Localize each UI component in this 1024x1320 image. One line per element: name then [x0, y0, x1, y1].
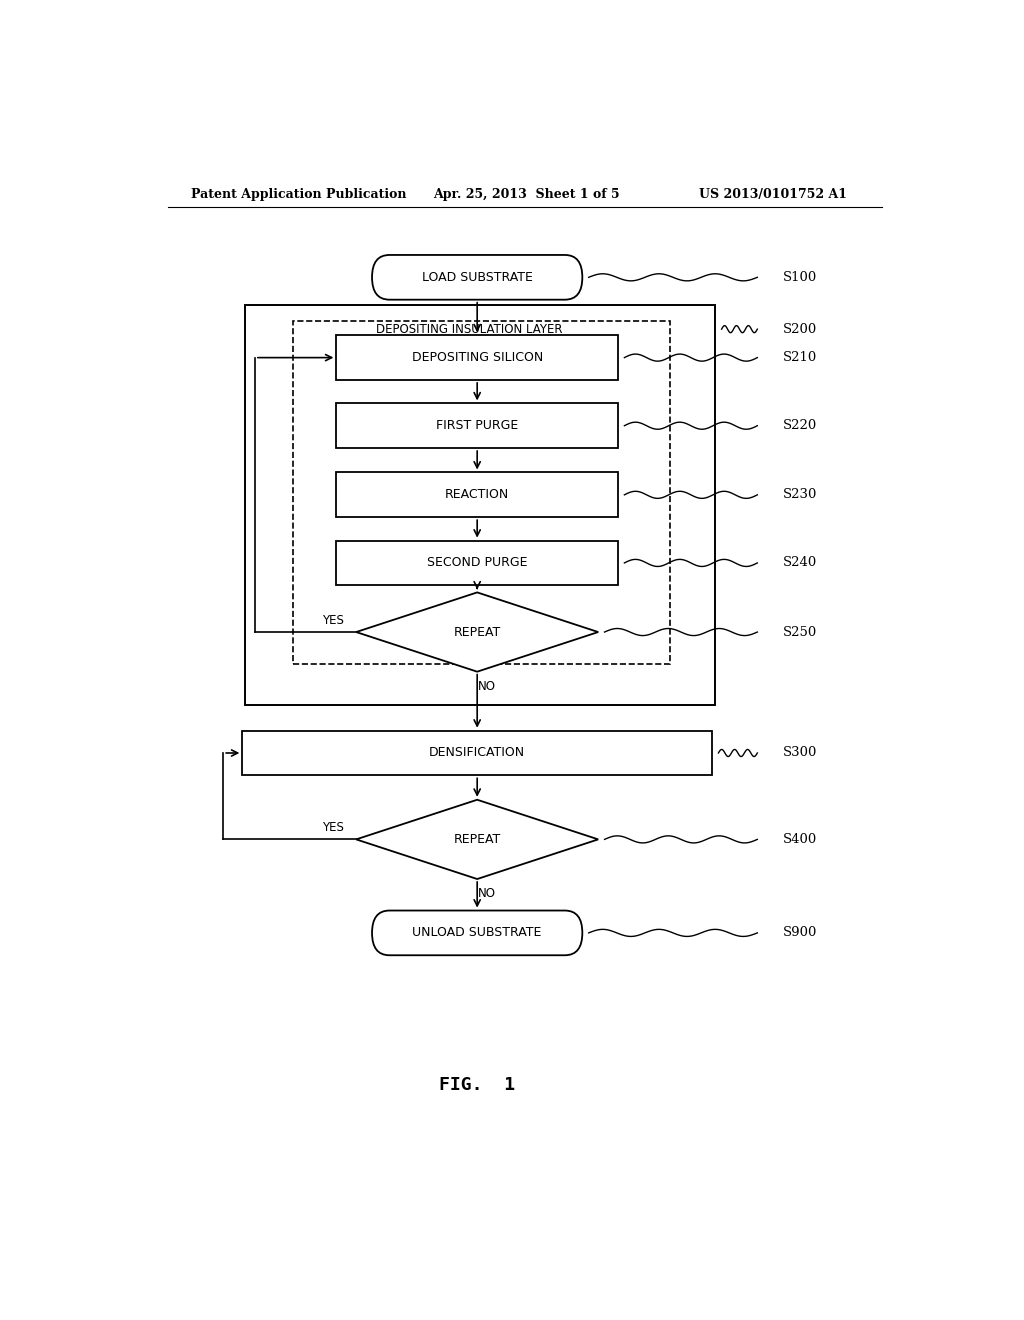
Text: DEPOSITING INSULATION LAYER: DEPOSITING INSULATION LAYER — [376, 322, 562, 335]
Text: S250: S250 — [782, 626, 817, 639]
Text: REPEAT: REPEAT — [454, 626, 501, 639]
Text: S400: S400 — [782, 833, 817, 846]
Text: S220: S220 — [782, 420, 817, 432]
Polygon shape — [356, 593, 598, 672]
Bar — [336, 473, 618, 517]
Text: SECOND PURGE: SECOND PURGE — [427, 557, 527, 569]
Text: FIG.  1: FIG. 1 — [439, 1076, 515, 1094]
FancyBboxPatch shape — [372, 255, 583, 300]
Text: REPEAT: REPEAT — [454, 833, 501, 846]
Polygon shape — [356, 800, 598, 879]
Bar — [246, 305, 715, 705]
Text: S230: S230 — [782, 488, 817, 502]
Text: UNLOAD SUBSTRATE: UNLOAD SUBSTRATE — [413, 927, 542, 940]
Bar — [336, 404, 618, 447]
Text: US 2013/0101752 A1: US 2013/0101752 A1 — [699, 189, 848, 202]
Bar — [336, 335, 618, 380]
Text: DEPOSITING SILICON: DEPOSITING SILICON — [412, 351, 543, 364]
Bar — [293, 321, 670, 664]
Text: YES: YES — [323, 614, 344, 627]
Text: Patent Application Publication: Patent Application Publication — [191, 189, 407, 202]
Text: REACTION: REACTION — [445, 488, 509, 502]
Text: YES: YES — [323, 821, 344, 834]
Text: FIRST PURGE: FIRST PURGE — [436, 420, 518, 432]
Text: LOAD SUBSTRATE: LOAD SUBSTRATE — [422, 271, 532, 284]
Bar — [336, 541, 618, 585]
Text: S900: S900 — [782, 927, 817, 940]
Text: S210: S210 — [782, 351, 817, 364]
Text: S100: S100 — [782, 271, 817, 284]
Text: S300: S300 — [782, 747, 817, 759]
Text: DENSIFICATION: DENSIFICATION — [429, 747, 525, 759]
Bar — [243, 731, 712, 775]
Text: NO: NO — [478, 680, 496, 693]
Text: S200: S200 — [782, 322, 817, 335]
FancyBboxPatch shape — [372, 911, 583, 956]
Text: Apr. 25, 2013  Sheet 1 of 5: Apr. 25, 2013 Sheet 1 of 5 — [433, 189, 621, 202]
Text: S240: S240 — [782, 557, 817, 569]
Text: NO: NO — [478, 887, 496, 900]
